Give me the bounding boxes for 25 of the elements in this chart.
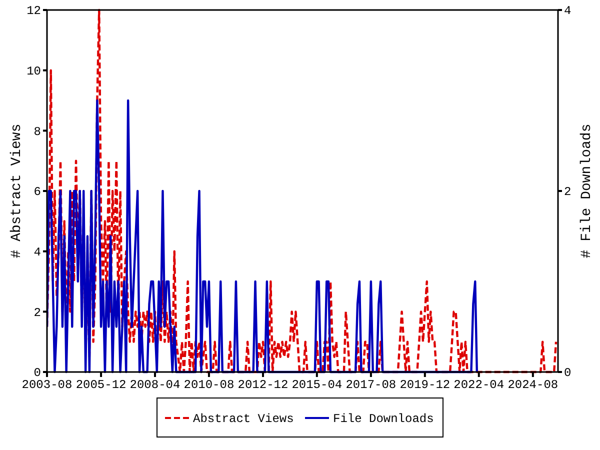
line-series bbox=[47, 99, 478, 374]
x-tick-label: 2017-08 bbox=[346, 378, 396, 392]
x-tick-label: 2012-12 bbox=[238, 378, 288, 392]
x-tick-label: 2005-12 bbox=[76, 378, 126, 392]
y-tick-label: 12 bbox=[26, 4, 41, 18]
y-tick-label: 0 bbox=[34, 366, 41, 380]
legend-label: Abstract Views bbox=[193, 412, 294, 426]
y-tick-label: 10 bbox=[26, 64, 41, 79]
x-tick-label: 2024-08 bbox=[508, 378, 558, 392]
y2-axis-title: # File Downloads bbox=[579, 124, 595, 258]
y-axis-title: # Abstract Views bbox=[9, 124, 25, 258]
x-tick-label: 2003-08 bbox=[22, 378, 72, 392]
y-tick-label: 6 bbox=[34, 185, 41, 200]
x-tick-label: 2015-04 bbox=[292, 378, 342, 392]
y2-tick-label: 0 bbox=[564, 366, 572, 380]
y-tick-label: 8 bbox=[34, 124, 41, 139]
y2-tick-label: 4 bbox=[564, 4, 572, 18]
x-tick-label: 2010-08 bbox=[184, 378, 234, 392]
x-tick-label: 2022-04 bbox=[454, 378, 504, 392]
y-tick-label: 4 bbox=[34, 246, 41, 260]
x-tick-label: 2008-04 bbox=[130, 378, 180, 392]
legend-label: File Downloads bbox=[333, 412, 434, 426]
y2-tick-label: 2 bbox=[564, 185, 572, 200]
x-tick-label: 2019-12 bbox=[400, 378, 450, 392]
y-tick-label: 2 bbox=[34, 306, 41, 320]
